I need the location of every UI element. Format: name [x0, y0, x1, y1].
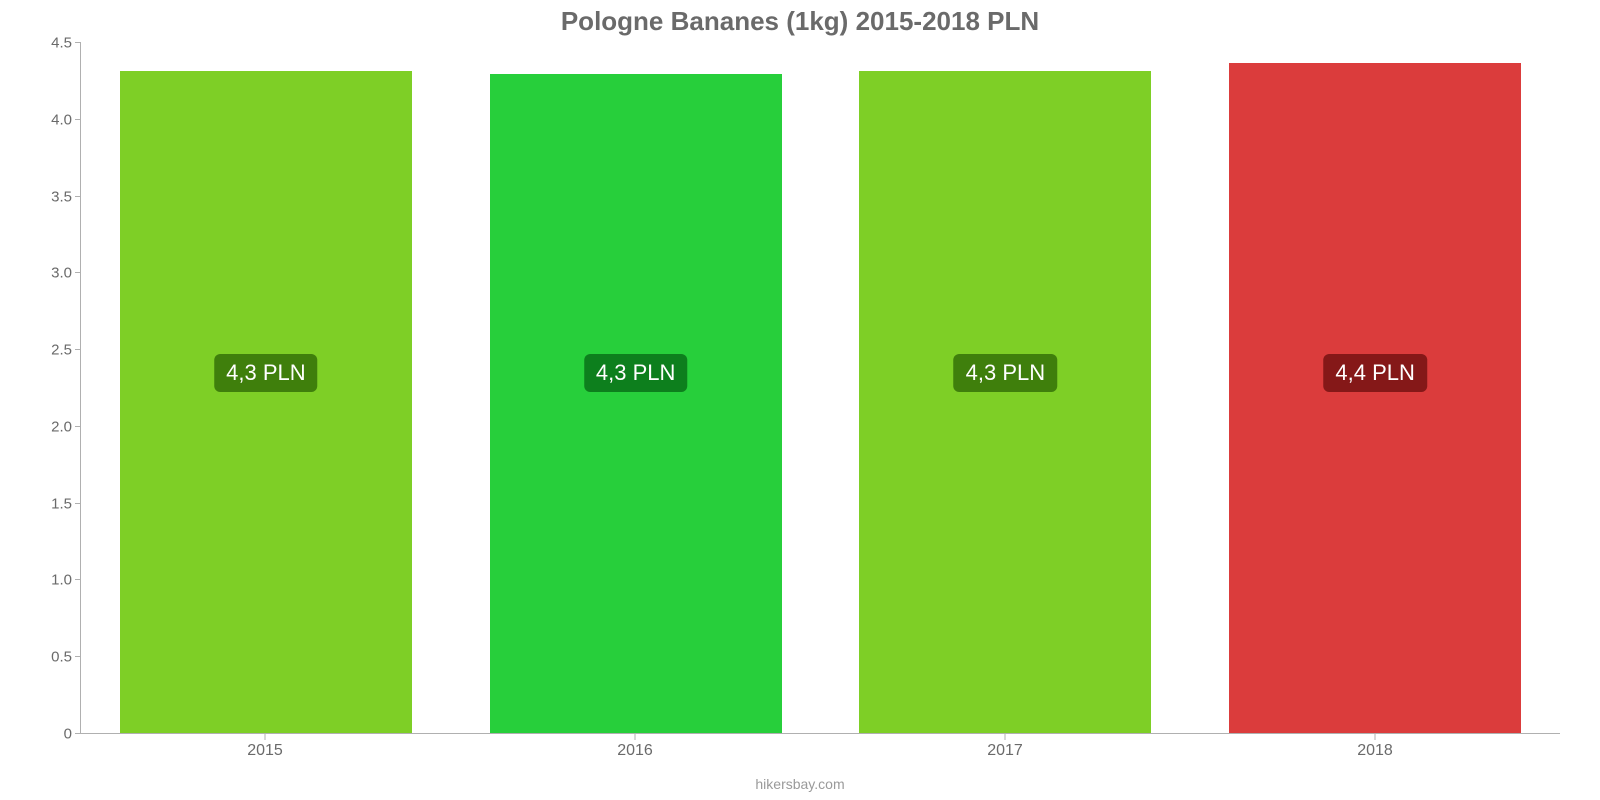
x-tick-label: 2018 [1357, 742, 1393, 760]
chart-container: Pologne Bananes (1kg) 2015-2018 PLN 0 0.5… [0, 0, 1600, 800]
y-tick-label: 3.5 [51, 188, 72, 205]
bar-slot: 4,3 PLN [451, 43, 821, 734]
y-tick-mark [75, 272, 81, 273]
x-tick-mark [635, 734, 636, 740]
chart-title: Pologne Bananes (1kg) 2015-2018 PLN [0, 0, 1600, 43]
plot-area: 4,3 PLN 4,3 PLN 4,3 PLN 4,4 PLN [80, 43, 1560, 734]
bar-value-label: 4,3 PLN [954, 354, 1058, 392]
x-tick-mark [1005, 734, 1006, 740]
y-axis: 00.51.01.52.02.53.03.54.04.5 [20, 43, 80, 734]
y-tick-label: 2.5 [51, 342, 72, 359]
attribution-text: hikersbay.com [0, 776, 1600, 800]
y-tick-mark [75, 426, 81, 427]
y-tick-label: 1.5 [51, 495, 72, 512]
y-tick-label: 1.0 [51, 572, 72, 589]
y-tick-label: 4.0 [51, 111, 72, 128]
y-tick-mark [75, 503, 81, 504]
x-axis: 2015 2016 2017 2018 [0, 734, 1600, 776]
y-tick-label: 3.0 [51, 265, 72, 282]
y-tick-label: 4.5 [51, 35, 72, 52]
plot-row: 00.51.01.52.02.53.03.54.04.5 4,3 PLN4,3 … [0, 43, 1600, 734]
bar-slot: 4,3 PLN [821, 43, 1191, 734]
bar: 4,4 PLN [1229, 63, 1521, 734]
y-tick-mark [75, 119, 81, 120]
bar: 4,3 PLN [859, 71, 1151, 734]
x-slot: 2018 [1190, 734, 1560, 776]
x-slot: 2016 [450, 734, 820, 776]
bar: 4,3 PLN [120, 71, 412, 734]
y-tick-mark [75, 42, 81, 43]
bar-value-label: 4,3 PLN [214, 354, 318, 392]
x-slot: 2015 [80, 734, 450, 776]
bar-slot: 4,4 PLN [1190, 43, 1560, 734]
y-tick-label: 0.5 [51, 649, 72, 666]
bar-value-label: 4,3 PLN [584, 354, 688, 392]
y-tick-mark [75, 579, 81, 580]
y-tick-mark [75, 196, 81, 197]
bars-group: 4,3 PLN 4,3 PLN 4,3 PLN 4,4 PLN [81, 43, 1560, 734]
bar-slot: 4,3 PLN [81, 43, 451, 734]
y-tick-mark [75, 349, 81, 350]
x-tick-label: 2017 [987, 742, 1023, 760]
y-tick-label: 2.0 [51, 418, 72, 435]
x-tick-mark [265, 734, 266, 740]
bar-value-label: 4,4 PLN [1323, 354, 1427, 392]
bar: 4,3 PLN [490, 74, 782, 734]
x-slot: 2017 [820, 734, 1190, 776]
y-tick-mark [75, 656, 81, 657]
y-tick-label: 0 [64, 726, 72, 743]
x-tick-label: 2016 [617, 742, 653, 760]
x-tick-mark [1375, 734, 1376, 740]
x-tick-label: 2015 [247, 742, 283, 760]
